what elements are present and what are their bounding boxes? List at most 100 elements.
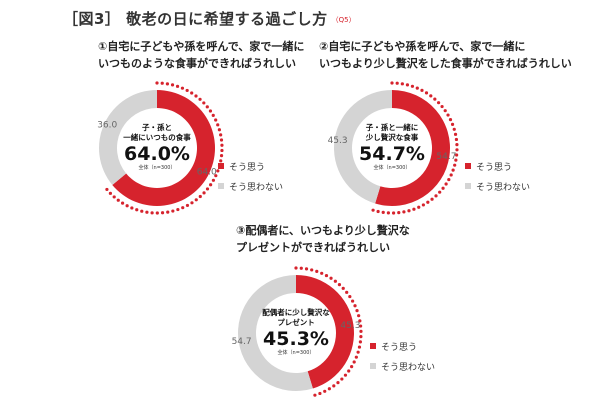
highlight-dot <box>216 169 220 173</box>
legend-item-no: そう思わない <box>370 356 435 376</box>
highlight-dot <box>421 203 425 207</box>
highlight-dot <box>329 276 333 280</box>
highlight-dot <box>190 201 194 205</box>
legend-item-yes: そう思う <box>465 156 530 176</box>
highlight-dot <box>327 387 331 391</box>
highlight-dot <box>352 360 356 364</box>
highlight-dot <box>348 294 352 299</box>
highlight-dot <box>407 209 411 213</box>
highlight-dot <box>112 195 116 199</box>
highlight-dot <box>320 271 324 275</box>
highlight-dot <box>155 81 159 85</box>
highlight-dot <box>202 191 206 195</box>
highlight-dot <box>440 104 444 109</box>
highlight-dots <box>294 266 363 397</box>
highlight-dot <box>447 177 451 182</box>
highlight-dot <box>430 197 434 201</box>
value-label-no: 45.3 <box>328 136 348 146</box>
highlight-dot <box>211 113 215 118</box>
highlight-dot <box>219 138 224 142</box>
highlight-dot <box>357 345 362 349</box>
highlight-dot <box>444 182 448 186</box>
legend-item-no: そう思わない <box>465 176 530 196</box>
slice-yes <box>112 90 215 207</box>
highlight-dot <box>160 81 164 85</box>
highlight-dot <box>451 168 455 172</box>
center-label-line-2: 一緒にいつもの食事 <box>123 132 191 142</box>
center-label-line-1: 子・孫と一緒に <box>366 122 419 132</box>
highlight-dot <box>405 83 410 87</box>
highlight-dot <box>205 187 210 191</box>
legend-swatch-yes <box>465 163 471 169</box>
question-tag: （Q5） <box>331 15 356 24</box>
center-percentage: 64.0% <box>124 143 190 165</box>
chart-2-heading-line-1: ②自宅に子どもや孫を呼んで、家で一緒に <box>319 40 526 53</box>
highlight-dot <box>347 369 351 373</box>
highlight-dot <box>386 211 390 215</box>
value-label-yes: 45.3 <box>340 321 360 331</box>
chart-1-heading-line-2: いつものような食事ができればうれしい <box>98 57 296 70</box>
legend-label-no: そう思わない <box>476 182 531 193</box>
highlight-dot <box>304 267 309 271</box>
highlight-dot <box>198 97 202 101</box>
highlight-dot <box>219 133 223 137</box>
highlight-dot <box>135 208 139 212</box>
legend-item-yes: そう思う <box>370 336 435 356</box>
highlight-dot <box>198 194 202 199</box>
highlight-dot <box>108 191 113 195</box>
center-percentage: 45.3% <box>263 328 329 350</box>
chart-2-heading-line-2: いつもより少し贅沢をした食事ができればうれしい <box>319 57 572 70</box>
highlight-dot <box>160 211 165 215</box>
legend-swatch-yes <box>370 343 376 349</box>
highlight-dot <box>453 132 458 136</box>
highlight-dots <box>105 81 224 215</box>
legend-label-yes: そう思う <box>476 162 513 173</box>
highlight-dot <box>446 113 450 117</box>
value-label-no: 54.7 <box>232 337 252 347</box>
highlight-dot <box>358 319 362 323</box>
highlight-dot <box>220 148 224 153</box>
slice-yes <box>375 90 450 206</box>
highlight-dot <box>424 91 429 95</box>
highlight-dot <box>140 209 144 213</box>
highlight-dot <box>353 304 357 308</box>
chart-3-heading-line-2: プレゼントができればうれしい <box>236 241 390 254</box>
center-label-line-1: 子・孫と <box>142 122 172 132</box>
highlight-dot <box>340 377 344 381</box>
highlight-dot <box>429 94 433 98</box>
chart-3-heading-line-1: ③配偶者に、いつもより少し贅沢な <box>236 224 410 237</box>
legend-swatch-yes <box>218 163 224 169</box>
legend-label-no: そう思わない <box>381 362 436 373</box>
highlight-dot <box>397 211 401 215</box>
highlight-dot <box>181 206 185 210</box>
highlight-dot <box>356 350 360 354</box>
highlight-dot <box>455 153 459 157</box>
highlight-dot <box>351 299 355 303</box>
legend-label-yes: そう思う <box>229 162 266 173</box>
base-note: 全体（n=300） <box>374 164 411 171</box>
highlight-dot <box>180 86 185 90</box>
highlight-dot <box>412 207 416 211</box>
highlight-dot <box>426 200 430 204</box>
highlight-dot <box>433 97 437 101</box>
highlight-dot <box>390 81 394 85</box>
highlight-dot <box>453 163 457 167</box>
chart-3-legend: そう思う そう思わない <box>370 336 435 376</box>
highlight-dot <box>436 101 441 105</box>
highlight-dot <box>185 88 189 93</box>
highlight-dot <box>402 210 406 214</box>
highlight-dot <box>449 173 453 177</box>
highlight-dot <box>150 211 154 215</box>
highlight-dot <box>120 201 125 205</box>
center-label-line-1: 配偶者に少し贅沢な <box>262 307 330 317</box>
highlight-dot <box>324 273 329 278</box>
highlight-dot <box>165 82 170 86</box>
highlight-dot <box>415 86 419 90</box>
highlight-dot <box>211 178 216 182</box>
highlight-dot <box>376 209 380 214</box>
highlight-dot <box>438 190 442 194</box>
highlight-dot <box>194 198 198 202</box>
chart-2-heading: ②自宅に子どもや孫を呼んで、家で一緒に いつもより少し贅沢をした食事ができればう… <box>319 38 572 72</box>
